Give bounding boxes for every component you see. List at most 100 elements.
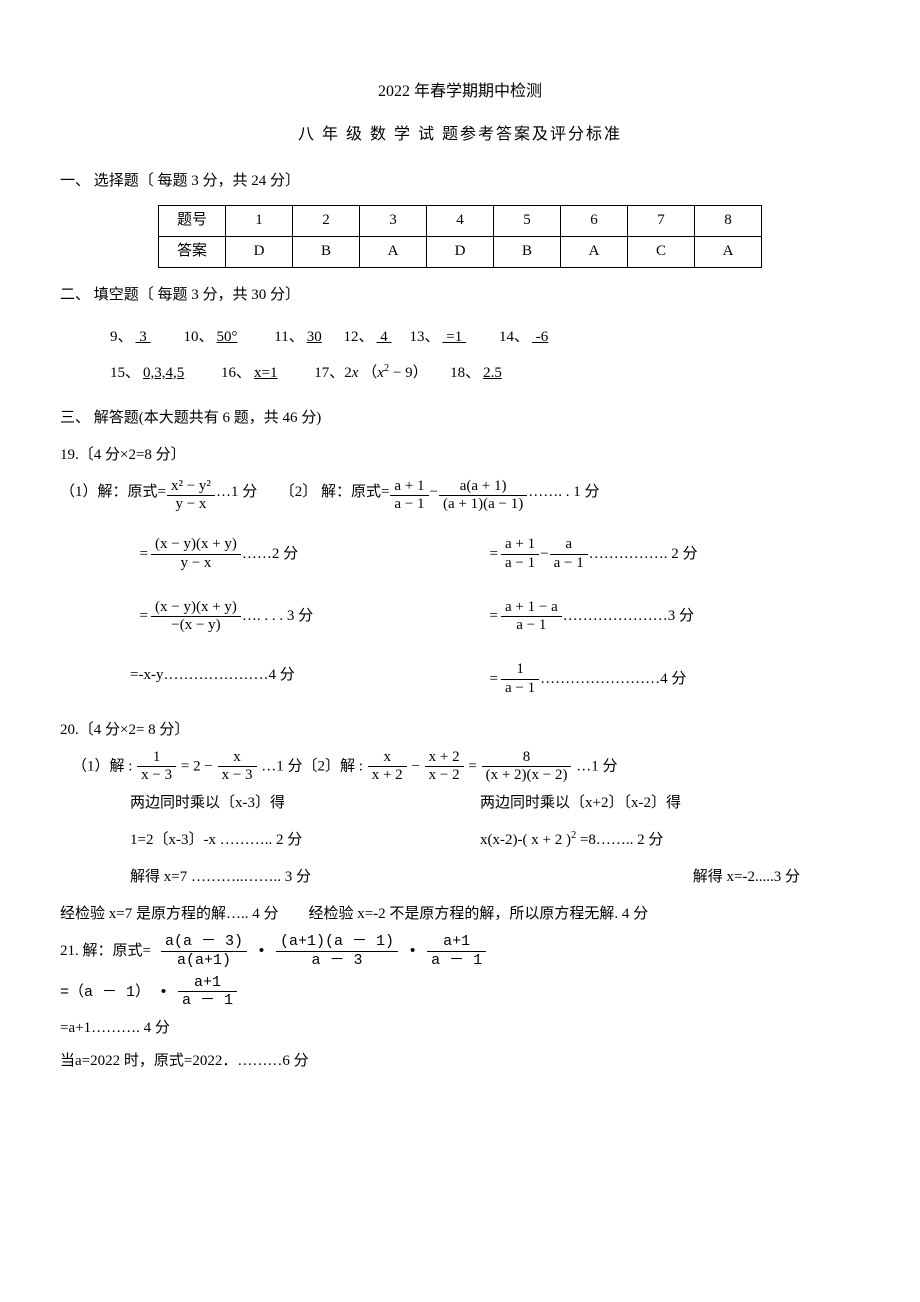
fraction: a+1 a － 1 (178, 975, 237, 1010)
denominator: −(x − y) (151, 617, 241, 634)
fraction: a + 1 a − 1 (390, 479, 428, 514)
q20-row1: （1）解 : 1 x − 3 = 2 − x x − 3 …1 分〔2〕解 : … (72, 750, 860, 785)
choice-table: 题号 1 2 3 4 5 6 7 8 答案 D B A D B A C A (158, 205, 762, 268)
denominator: y − x (167, 496, 215, 513)
cell: 1 (226, 205, 293, 236)
step: 解得 x=-2.....3 分 (480, 864, 860, 891)
tail: …1 分 (576, 758, 617, 774)
tail: …1 分〔2〕解 : (261, 758, 366, 774)
denominator: a − 1 (501, 555, 539, 572)
numerator: a+1 (178, 975, 237, 993)
minus: − (540, 541, 548, 568)
blank-value: =1 (440, 329, 469, 345)
eq: = (480, 666, 498, 693)
cell: 6 (561, 205, 628, 236)
label: 9、 (110, 329, 133, 345)
denominator: (a + 1)(a − 1) (439, 496, 527, 513)
q21-row4: 当a=2022 时，原式=2022．………6 分 (60, 1048, 860, 1075)
denominator: a － 1 (178, 992, 237, 1009)
cell: D (226, 236, 293, 267)
step: =-x-y…………………4 分 (130, 662, 440, 689)
fraction: 8 (x + 2)(x − 2) (482, 750, 572, 785)
tail: …. . . . 3 分 (242, 603, 313, 630)
label: 13、 (395, 329, 440, 345)
q20-row2: 两边同时乘以〔x-3〕得 两边同时乘以〔x+2〕〔x-2〕得 (60, 790, 860, 817)
numerator: (x − y)(x + y) (151, 600, 241, 618)
denominator: (x + 2)(x − 2) (482, 767, 572, 784)
step: 1=2〔x-3〕-x ……….. 2 分 (130, 827, 440, 854)
numerator: x² − y² (167, 479, 215, 497)
denominator: a − 1 (501, 617, 562, 634)
eq: = (480, 541, 498, 568)
cell: 2 (293, 205, 360, 236)
section-1-head: 一、 选择题〔 每题 3 分，共 24 分〕 (60, 168, 860, 195)
cell: D (427, 236, 494, 267)
numerator: x + 2 (425, 750, 464, 768)
cell: B (293, 236, 360, 267)
lead: （1）解 : (72, 758, 136, 774)
cell: 3 (360, 205, 427, 236)
op: = (468, 758, 480, 774)
q19-title: 19.〔4 分×2=8 分〕 (60, 442, 860, 469)
label: 14、 (469, 329, 529, 345)
tail: …………………3 分 (563, 603, 694, 630)
cell: 7 (628, 205, 695, 236)
numerator: 1 (137, 750, 176, 768)
section-2-head: 二、 填空题〔 每题 3 分，共 30 分〕 (60, 282, 860, 309)
numerator: a (550, 537, 588, 555)
fraction: x + 2 x − 2 (425, 750, 464, 785)
cell: A (561, 236, 628, 267)
op: = 2 − (181, 758, 217, 774)
q20-row4: 解得 x=7 ………..…….. 3 分 解得 x=-2.....3 分 (60, 864, 860, 891)
ans-label: 答案 (159, 236, 226, 267)
blank-value: x=1 (251, 365, 280, 381)
dot: • (408, 943, 417, 960)
blank-value: 4 (374, 329, 395, 345)
q20-row3: 1=2〔x-3〕-x ……….. 2 分 x(x-2)-( x + 2 )2 =… (60, 827, 860, 854)
numerator: x (218, 750, 257, 768)
label: （ (362, 365, 377, 381)
numerator: 1 (501, 662, 539, 680)
section-3-head: 三、 解答题(本大题共有 6 题，共 46 分) (60, 405, 860, 432)
numerator: a + 1 (501, 537, 539, 555)
fraction: a a − 1 (550, 537, 588, 572)
blank-value: -6 (529, 329, 551, 345)
fraction: (x − y)(x + y) −(x − y) (151, 600, 241, 635)
tail: ……………. 2 分 (589, 541, 698, 568)
denominator: a − 1 (501, 680, 539, 697)
text: =8…….. 2 分 (576, 832, 663, 848)
dot: • (257, 943, 266, 960)
cell: C (628, 236, 695, 267)
step: 两边同时乘以〔x+2〕〔x-2〕得 (480, 790, 860, 817)
fraction: 1 x − 3 (137, 750, 176, 785)
tail: ……………………4 分 (540, 666, 686, 693)
numerator: x (368, 750, 407, 768)
tail: ……. . 1 分 (528, 479, 599, 514)
fraction: a+1 a － 1 (427, 934, 486, 969)
blank-value: 3 (133, 329, 154, 345)
q20-title: 20.〔4 分×2= 8 分〕 (60, 717, 860, 744)
fraction: a + 1 − a a − 1 (501, 600, 562, 635)
denominator: x + 2 (368, 767, 407, 784)
denominator: a − 1 (390, 496, 428, 513)
fill-line-1: 9、 3 10、50° 11、30 12、 4 13、 =1 14、 -6 (110, 319, 860, 355)
numerator: a + 1 − a (501, 600, 562, 618)
q20-row5: 经检验 x=7 是原方程的解….. 4 分 经检验 x=-2 不是原方程的解，所… (60, 901, 860, 928)
eq: = (130, 541, 148, 568)
label: − 9） 18、 (389, 365, 480, 381)
denominator: y − x (151, 555, 241, 572)
numerator: a(a － 3) (161, 934, 247, 952)
op: − (411, 758, 423, 774)
tail: ……2 分 (242, 541, 298, 568)
q19-row3: = (x − y)(x + y) −(x − y) …. . . . 3 分 =… (60, 586, 860, 649)
q21-row1: 21. 解：原式= a(a － 3) a(a+1) • (a+1)(a － 1)… (60, 934, 860, 969)
q21-row2: =（a － 1） • a+1 a － 1 (60, 975, 860, 1010)
label: 16、 (191, 365, 251, 381)
row-label: 题号 (159, 205, 226, 236)
numerator: a + 1 (390, 479, 428, 497)
fraction: a(a + 1) (a + 1)(a − 1) (439, 479, 527, 514)
cell: B (494, 236, 561, 267)
text: =-x-y…………………4 分 (130, 662, 295, 689)
lead: =（a － 1） • (60, 984, 168, 1001)
fill-line-2: 15、0,3,4,5 16、x=1 17、2x （x2 − 9） 18、2.5 (110, 355, 860, 391)
